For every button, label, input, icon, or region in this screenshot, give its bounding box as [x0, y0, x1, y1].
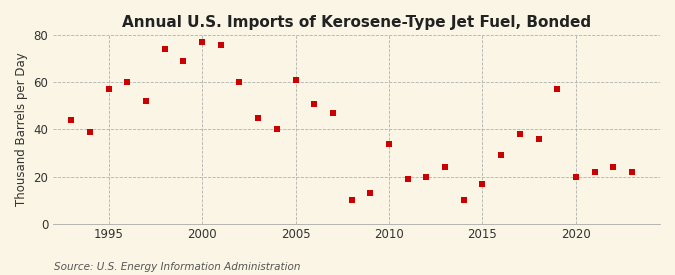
Point — [140, 99, 151, 103]
Point — [458, 198, 469, 202]
Text: Source: U.S. Energy Information Administration: Source: U.S. Energy Information Administ… — [54, 262, 300, 272]
Point — [570, 174, 581, 179]
Point — [608, 165, 619, 169]
Point — [84, 130, 95, 134]
Point — [514, 132, 525, 136]
Point — [365, 191, 376, 195]
Point — [383, 141, 394, 146]
Point — [551, 87, 562, 92]
Title: Annual U.S. Imports of Kerosene-Type Jet Fuel, Bonded: Annual U.S. Imports of Kerosene-Type Jet… — [122, 15, 591, 30]
Point — [402, 177, 413, 181]
Point — [122, 80, 133, 85]
Point — [346, 198, 357, 202]
Point — [103, 87, 114, 92]
Point — [234, 80, 245, 85]
Point — [626, 170, 637, 174]
Point — [327, 111, 338, 115]
Point — [290, 78, 301, 82]
Point — [196, 40, 207, 45]
Point — [309, 101, 320, 106]
Point — [495, 153, 506, 158]
Point — [477, 182, 488, 186]
Point — [215, 43, 226, 47]
Point — [439, 165, 450, 169]
Y-axis label: Thousand Barrels per Day: Thousand Barrels per Day — [15, 53, 28, 206]
Point — [159, 47, 170, 52]
Point — [421, 174, 432, 179]
Point — [252, 116, 263, 120]
Point — [533, 137, 544, 141]
Point — [178, 59, 189, 64]
Point — [66, 118, 77, 122]
Point — [589, 170, 600, 174]
Point — [271, 127, 282, 132]
